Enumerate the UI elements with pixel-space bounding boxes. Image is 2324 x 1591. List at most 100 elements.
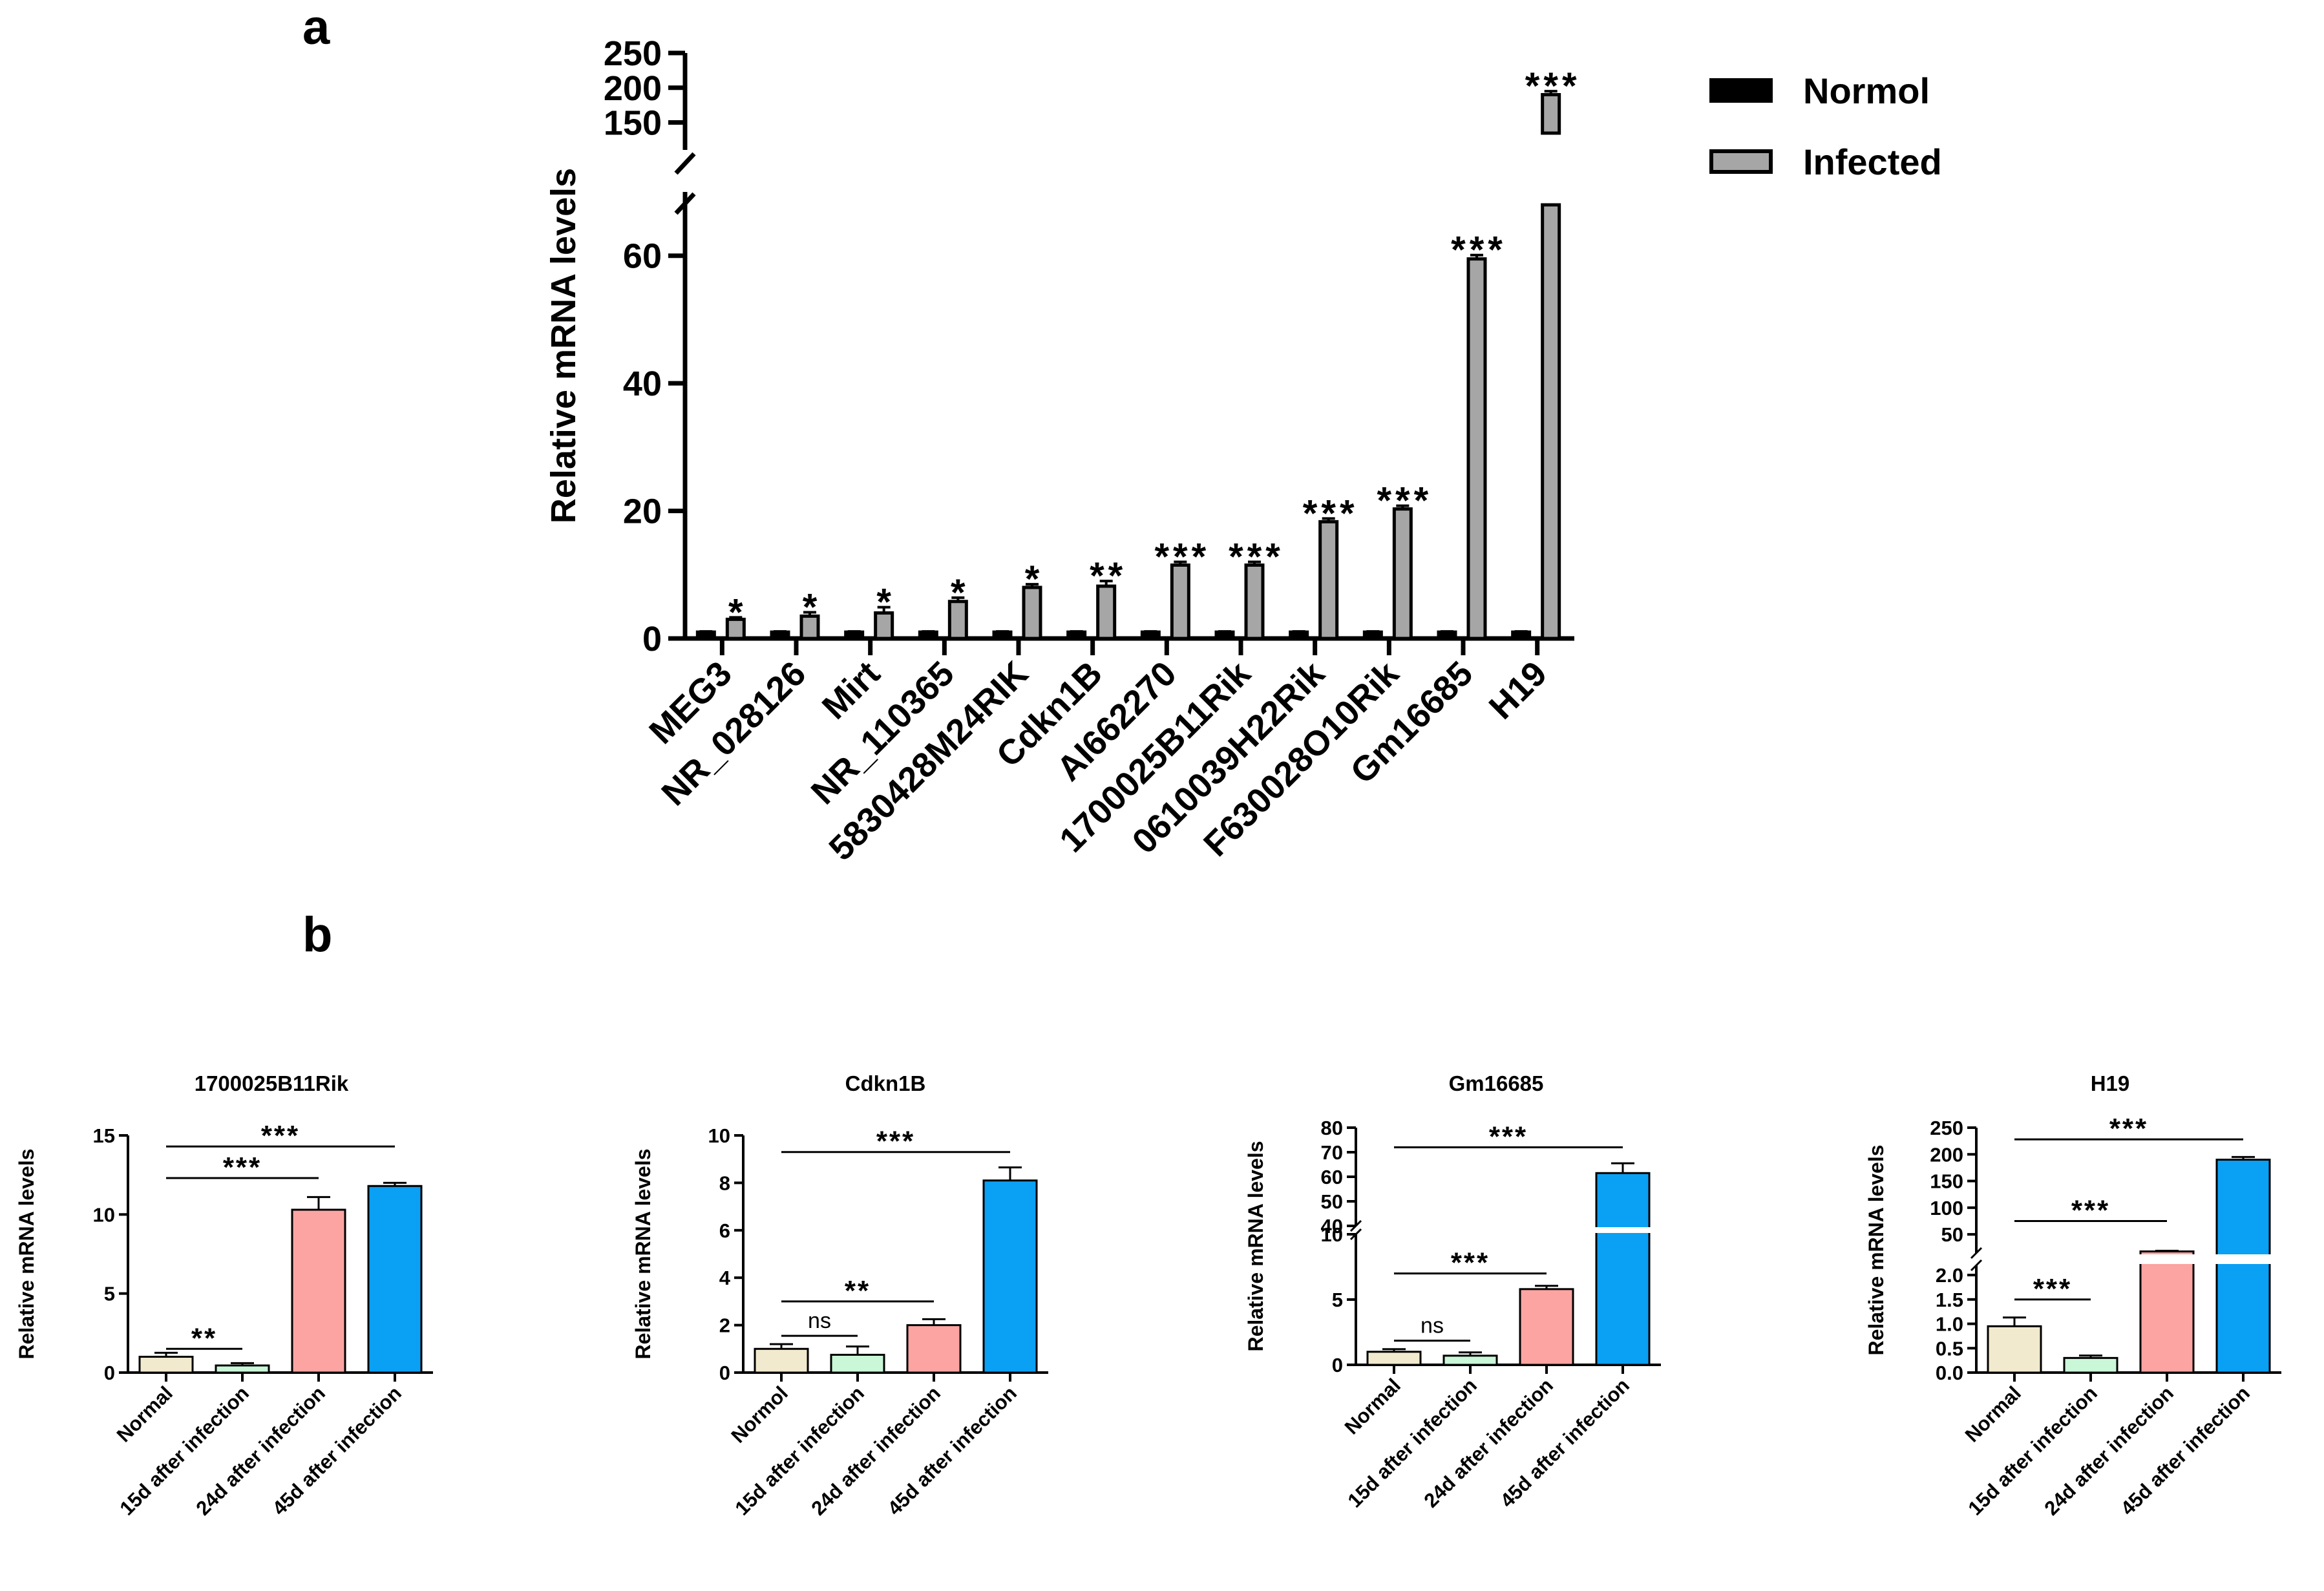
y-tick-label: 60 [1321,1166,1343,1188]
comparison-label: *** [1489,1121,1528,1152]
y-tick-label: 0 [642,620,662,659]
bar-normal [138,1356,194,1374]
significance-5830428m24rik: * [1025,558,1044,600]
bar-infected-mirt [874,611,894,640]
x-tick-label-15d-after-infection: 15d after infection [1343,1374,1481,1512]
bar-15d-after-infection [830,1353,885,1374]
y-tick-label: 0.0 [1936,1362,1963,1384]
y-tick-label: 10 [93,1203,115,1226]
y-tick-label: 4 [719,1267,731,1289]
bar-normol-1700025b11rik [1214,630,1235,640]
bar-infected-h19 [1541,203,1561,640]
bar-normol-f630028o10rik [1362,630,1383,640]
x-tick-label-normol: Normol [726,1382,792,1447]
bar-45d-after-infection [2215,1159,2271,1374]
y-tick-label: 2.0 [1936,1264,1963,1287]
bar-normol-nr-028126 [770,630,790,640]
y-axis-label: Relative mRNA levels [1864,1144,1888,1355]
bar-normol-meg3 [695,630,716,640]
bar-normal [1366,1351,1422,1366]
bar-15d-after-infection [2063,1356,2118,1374]
bar-normol [754,1347,809,1374]
x-tick-label-15d-after-infection: 15d after infection [730,1382,869,1520]
y-tick-label: 150 [604,104,662,143]
bar-45d-after-infection [982,1179,1038,1374]
bar-break-gap [2215,1254,2271,1264]
chart-title: Cdkn1B [845,1071,926,1095]
x-tick-label-45d-after-infection: 45d after infection [268,1382,406,1520]
x-tick-label-24d-after-infection: 24d after infection [191,1382,330,1520]
x-tick-label-normal: Normal [1961,1382,2025,1446]
legend-label-infected: Infected [1803,142,1942,182]
bar-45d-after-infection [1595,1172,1651,1366]
significance-mirt: * [876,582,895,624]
y-tick-label: 1.5 [1936,1289,1963,1311]
y-tick-label: 250 [1930,1117,1963,1139]
x-tick-label-45d-after-infection: 45d after infection [883,1382,1021,1520]
comparison-label: *** [2033,1273,2072,1305]
bar-infected-0610039h22rik [1318,520,1339,640]
x-tick-label-normal: Normal [1340,1374,1405,1438]
axis-break-mark [674,192,696,215]
comparison-label: *** [223,1152,262,1183]
x-tick-label-24d-after-infection: 24d after infection [1419,1374,1558,1512]
axis-break-mark [674,152,696,175]
bar-infected-gm16685 [1466,257,1487,640]
bar-normal [1987,1325,2042,1374]
significance-h19: *** [1525,65,1581,107]
bar-normol-mirt [844,630,865,640]
chart-title: H19 [2091,1071,2130,1095]
y-tick-label: 60 [623,237,662,276]
legend-label-normol: Normol [1803,70,1930,111]
significance-meg3: * [728,591,747,633]
y-tick-label: 8 [719,1172,730,1194]
bar-normol-5830428m24rik [992,630,1013,640]
y-tick-label: 2 [719,1314,730,1337]
x-tick-label-45d-after-infection: 45d after infection [2116,1382,2254,1520]
axis-break-mark [1970,1259,1983,1272]
y-tick-label: 50 [1941,1223,1963,1246]
bar-break-gap [1595,1227,1651,1233]
comparison-label: *** [261,1120,300,1152]
x-tick-label-15d-after-infection: 15d after infection [115,1382,253,1520]
y-tick-label: 100 [1930,1197,1963,1219]
bar-normol-0610039h22rik [1289,630,1309,640]
y-tick-label: 0 [1332,1354,1343,1376]
bar-45d-after-infection [367,1185,423,1374]
y-axis-label: Relative mRNA levels [15,1148,38,1359]
y-tick-label: 50 [1321,1190,1343,1213]
bar-break-gap [2139,1254,2195,1264]
comparison-label: ** [191,1322,217,1354]
y-tick-label: 5 [104,1283,115,1305]
chart-title: 1700025B11Rik [195,1071,349,1095]
y-tick-label: 0 [104,1362,115,1384]
chart-title: Gm16685 [1449,1071,1544,1095]
y-tick-label: 15 [93,1124,115,1147]
comparison-label: ns [808,1309,831,1333]
bar-normol-ai662270 [1140,630,1161,640]
y-tick-label: 5 [1332,1289,1343,1311]
bar-24d-after-infection [2139,1250,2195,1374]
chart-b-1700025b11rik: 1700025B11Rik Relative mRNA levels 0 5 10 15 N… [15,1071,433,1520]
significance-1700025b11rik: *** [1229,536,1284,578]
y-tick-label: 0 [719,1362,730,1384]
y-tick-label: 200 [604,69,662,108]
comparison-label: *** [2109,1113,2148,1144]
y-tick-label: 80 [1321,1117,1343,1139]
bar-infected-f630028o10rik [1392,507,1413,640]
comparison-label: *** [876,1126,915,1157]
significance-0610039h22rik: *** [1303,492,1358,534]
legend-swatch-infected [1709,149,1773,174]
bar-infected-nr-028126 [799,614,820,640]
significance-f630028o10rik: *** [1377,480,1432,522]
bar-15d-after-infection [215,1364,270,1374]
bar-normol-nr-110365 [918,630,938,640]
x-tick-label-45d-after-infection: 45d after infection [1495,1374,1634,1512]
chart-b-h19: H19 Relative mRNA levels 0.00.51.01.52.0 50… [1864,1071,2281,1520]
bar-normol-cdkn1b [1066,630,1087,640]
x-tick-label-h19: H19 [1482,654,1554,726]
y-tick-label: 10 [708,1124,730,1147]
chart-b-cdkn1b: Cdkn1B Relative mRNA levels 0 2 4 6 8 10 Normol1… [631,1071,1048,1520]
